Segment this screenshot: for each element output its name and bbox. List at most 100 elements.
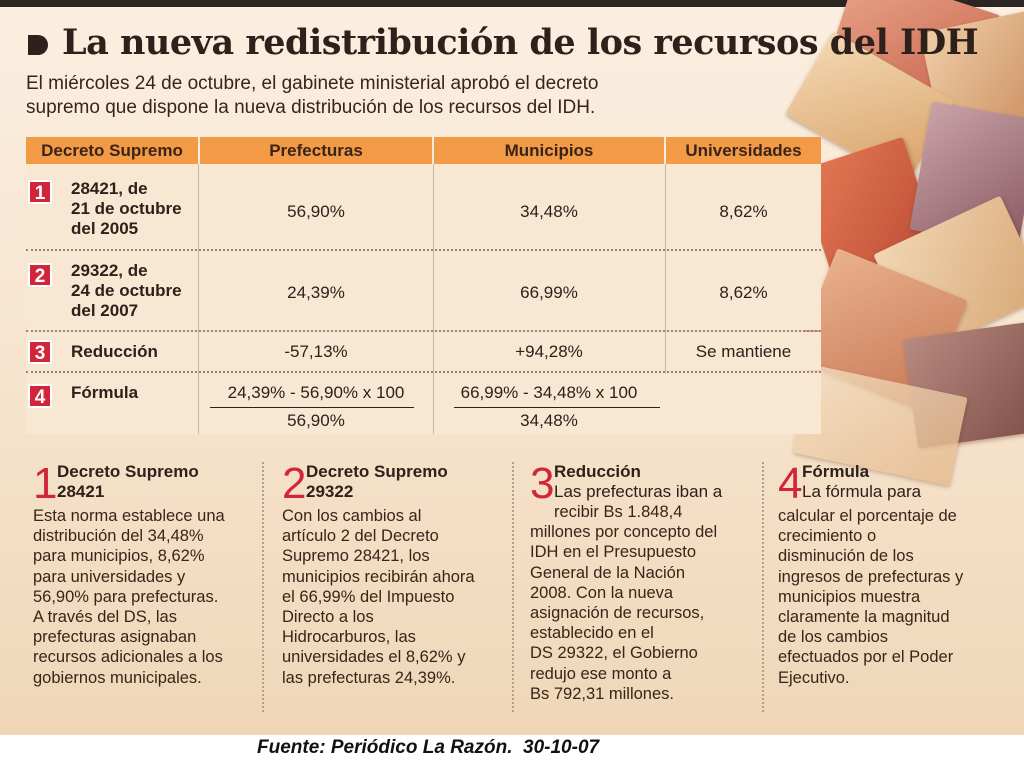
note-heading-line: Las prefecturas iban a	[554, 482, 723, 501]
note-heading: Fórmula La fórmula para	[802, 462, 921, 502]
cell-prefecturas: 56,90%	[287, 202, 345, 221]
note-line: crecimiento o	[778, 527, 877, 546]
note-line: millones por concepto del	[530, 523, 718, 542]
formula-denominator-municipios: 34,48%	[520, 411, 578, 430]
column-divider	[198, 164, 199, 434]
row-label: 28421, de 21 de octubre del 2005	[71, 179, 182, 238]
column-divider	[762, 462, 764, 712]
row-label: 29322, de 24 de octubre del 2007	[71, 261, 182, 320]
note-line: para universidades y	[33, 567, 186, 586]
note-heading: Decreto Supremo 29322	[306, 462, 448, 502]
note-number: 1	[33, 459, 58, 508]
column-divider	[433, 164, 434, 434]
column-header-universidades: Universidades	[666, 137, 821, 164]
formula-numerator-prefecturas: 24,39% - 56,90% x 100	[227, 383, 405, 402]
row-divider	[26, 371, 821, 373]
row-number-badge: 1	[28, 180, 52, 204]
column-header-decreto: Decreto Supremo	[26, 137, 198, 164]
note-heading-line: La fórmula para	[802, 482, 922, 501]
note-line: recursos adicionales a los	[33, 648, 223, 667]
note-number: 4	[778, 459, 803, 508]
column-divider	[512, 462, 514, 712]
note-line: el 66,99% del Impuesto	[282, 587, 455, 606]
note-body: Esta norma establece una distribución de…	[33, 506, 225, 688]
note-line: Hidrocarburos, las	[282, 628, 416, 647]
cell-municipios: 34,48%	[520, 202, 578, 221]
note-heading-line: Decreto Supremo	[57, 462, 199, 481]
note-heading-line: Reducción	[554, 462, 641, 481]
row-label: Reducción	[71, 342, 158, 361]
infographic: La nueva redistribución de los recursos …	[0, 0, 1024, 735]
note-heading-line: 28421	[57, 482, 105, 501]
note-heading: Decreto Supremo 28421	[57, 462, 199, 502]
note-line: disminución de los	[778, 547, 914, 566]
formula-denominator-prefecturas: 56,90%	[287, 411, 345, 430]
note-line: artículo 2 del Decreto	[282, 527, 439, 546]
note-line: redujo ese monto a	[530, 664, 672, 683]
column-divider	[665, 164, 666, 374]
column-header-municipios: Municipios	[434, 137, 664, 164]
note-line: asignación de recursos,	[530, 604, 705, 623]
note-line: universidades el 8,62% y	[282, 648, 466, 667]
cell-prefecturas: -57,13%	[284, 342, 348, 361]
note-heading-line: Decreto Supremo	[306, 462, 448, 481]
cell-universidades: Se mantiene	[695, 342, 792, 361]
note-line: calcular el porcentaje de	[778, 507, 957, 525]
intro-text: El miércoles 24 de octubre, el gabinete …	[26, 72, 726, 120]
row-divider	[26, 330, 821, 332]
note-line: 56,90% para prefecturas.	[33, 587, 219, 606]
note-line: gobiernos municipales.	[33, 668, 202, 687]
note-line: claramente la magnitud	[778, 608, 950, 627]
note-line: DS 29322, el Gobierno	[530, 644, 698, 663]
cell-prefecturas: 24,39%	[287, 283, 345, 302]
note-line: recibir Bs 1.848,4	[554, 503, 683, 521]
row-number-badge: 3	[28, 340, 52, 364]
note-line: para municipios, 8,62%	[33, 547, 205, 566]
intro-line-2: supremo que dispone la nueva distribució…	[26, 97, 596, 118]
note-line: Supremo 28421, los	[282, 547, 430, 566]
note-line: efectuados por el Poder	[778, 648, 954, 667]
note-heading-line: Fórmula	[802, 462, 870, 481]
note-line: municipios recibirán ahora	[282, 567, 475, 586]
fraction-bar	[210, 407, 414, 408]
note-line: 2008. Con la nueva	[530, 583, 674, 602]
note-number: 2	[282, 459, 307, 508]
column-header-prefecturas: Prefecturas	[200, 137, 432, 164]
table-row-bg-1	[26, 164, 821, 250]
table-row-bg-2	[26, 250, 821, 330]
note-heading: Reducción Las prefecturas iban a	[554, 462, 722, 502]
distribution-table: Decreto Supremo Prefecturas Municipios U…	[26, 137, 821, 434]
note-line: A través del DS, las	[33, 608, 177, 627]
column-divider	[262, 462, 264, 712]
note-line: prefecturas asignaban	[33, 628, 197, 647]
fraction-bar	[454, 407, 660, 408]
note-line: Con los cambios al	[282, 507, 422, 525]
title-bullet-icon	[28, 35, 48, 55]
cell-municipios: 66,99%	[520, 283, 578, 302]
page-title: La nueva redistribución de los recursos …	[62, 22, 979, 63]
note-heading-line: 29322	[306, 482, 354, 501]
cell-municipios: +94,28%	[515, 342, 583, 361]
note-line: distribución del 34,48%	[33, 527, 204, 546]
formula-numerator-municipios: 66,99% - 34,48% x 100	[460, 383, 638, 402]
intro-line-1: El miércoles 24 de octubre, el gabinete …	[26, 73, 599, 94]
note-line: las prefecturas 24,39%.	[282, 668, 456, 687]
note-line: General de la Nación	[530, 563, 686, 582]
note-line: ingresos de prefecturas y	[778, 567, 964, 586]
row-number-badge: 4	[28, 384, 52, 408]
note-body: recibir Bs 1.848,4 millones por concepto…	[530, 502, 717, 704]
note-body: Con los cambios al artículo 2 del Decret…	[282, 506, 475, 688]
note-line: Ejecutivo.	[778, 668, 850, 687]
table-row-bg-4	[26, 372, 821, 434]
note-line: Directo a los	[282, 608, 374, 627]
note-body: calcular el porcentaje de crecimiento o …	[778, 506, 963, 688]
note-line: de los cambios	[778, 628, 889, 647]
row-number-badge: 2	[28, 263, 52, 287]
table-row-bg-3	[26, 332, 821, 370]
note-line: IDH en el Presupuesto	[530, 543, 697, 562]
source-caption: Fuente: Periódico La Razón. 30-10-07	[257, 737, 600, 758]
note-number: 3	[530, 459, 555, 508]
row-divider	[26, 249, 821, 251]
note-line: Esta norma establece una	[33, 507, 225, 525]
cell-universidades: 8,62%	[719, 202, 768, 221]
